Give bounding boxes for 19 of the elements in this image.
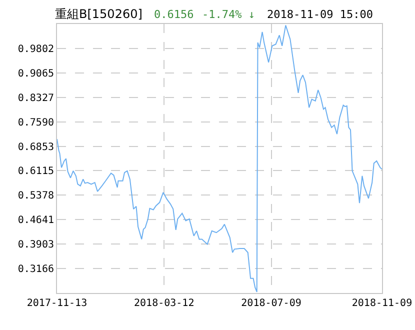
- x-tick-label: 2018-03-12: [134, 298, 194, 309]
- chart-title: 重組B[150260]: [55, 7, 142, 22]
- y-tick-label: 0.3903: [18, 240, 54, 251]
- y-tick-label: 0.8327: [18, 92, 54, 104]
- y-tick-label: 0.9802: [18, 44, 54, 55]
- y-tick-label: 0.6115: [18, 166, 54, 178]
- y-tick-label: 0.9065: [18, 68, 54, 80]
- text: -1.74% ↓: [202, 8, 255, 21]
- y-tick-label: 0.6853: [18, 142, 54, 153]
- text: 2018-11-09 15:00: [267, 8, 373, 21]
- y-tick-label: 0.4641: [18, 215, 54, 226]
- text: 0.6156: [154, 8, 194, 21]
- y-tick-label: 0.3166: [18, 264, 54, 276]
- y-tick-label: 0.7590: [18, 117, 54, 128]
- x-tick-label: 2018-07-09: [241, 298, 302, 309]
- x-tick-label: 2017-11-13: [26, 298, 88, 309]
- line-series: [57, 24, 382, 292]
- x-tick-label: 2018-11-09: [352, 298, 412, 309]
- y-tick-label: 0.5378: [18, 190, 54, 202]
